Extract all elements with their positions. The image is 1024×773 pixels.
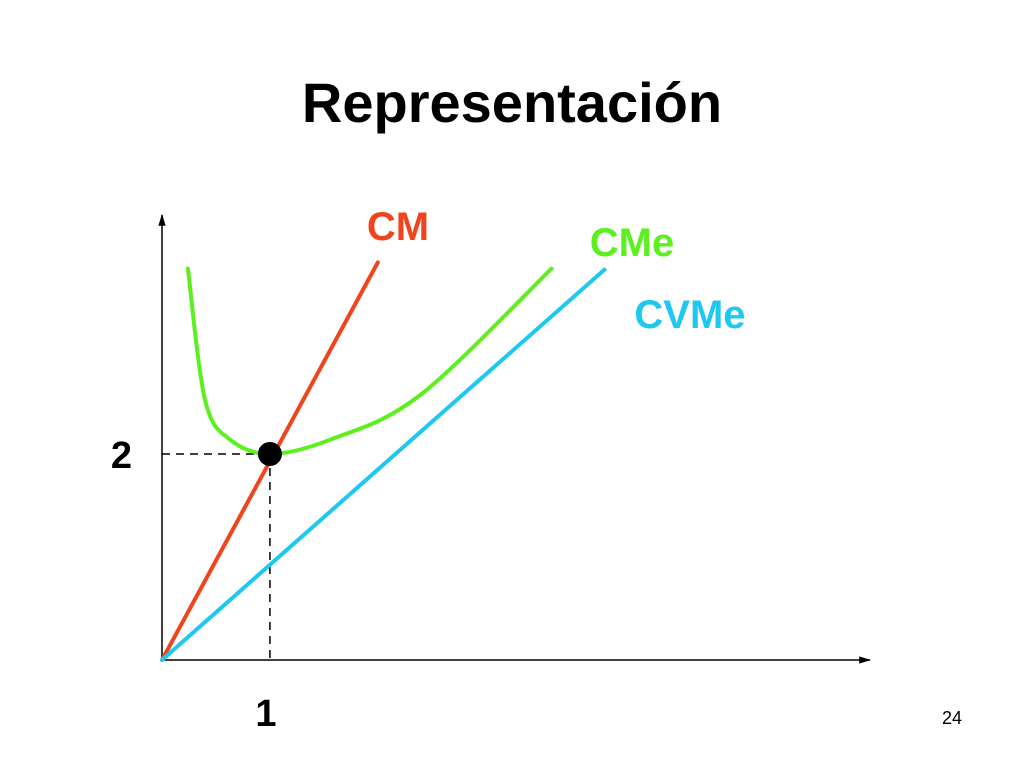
- series-label: CM: [367, 205, 429, 249]
- x-tick-label: 1: [255, 693, 276, 735]
- series-label: CMe: [590, 221, 674, 265]
- marked-point: [257, 441, 282, 466]
- series-label: CVMe: [634, 293, 745, 337]
- page-number: 24: [942, 708, 962, 728]
- y-tick-label: 2: [111, 435, 132, 477]
- series-line: [185, 266, 554, 456]
- series-line: [160, 267, 607, 662]
- chart-title: Representación: [302, 71, 722, 134]
